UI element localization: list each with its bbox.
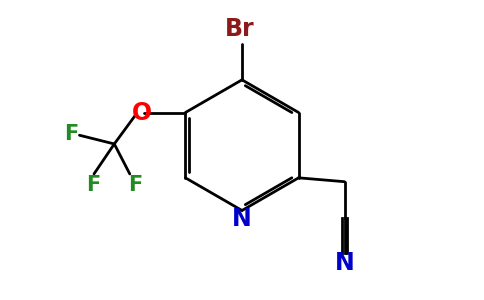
Text: N: N bbox=[334, 250, 354, 274]
Text: O: O bbox=[132, 100, 152, 124]
Text: F: F bbox=[63, 124, 78, 144]
Text: Br: Br bbox=[225, 17, 255, 41]
Text: F: F bbox=[128, 175, 143, 195]
Text: N: N bbox=[232, 207, 252, 231]
Text: F: F bbox=[86, 175, 100, 195]
